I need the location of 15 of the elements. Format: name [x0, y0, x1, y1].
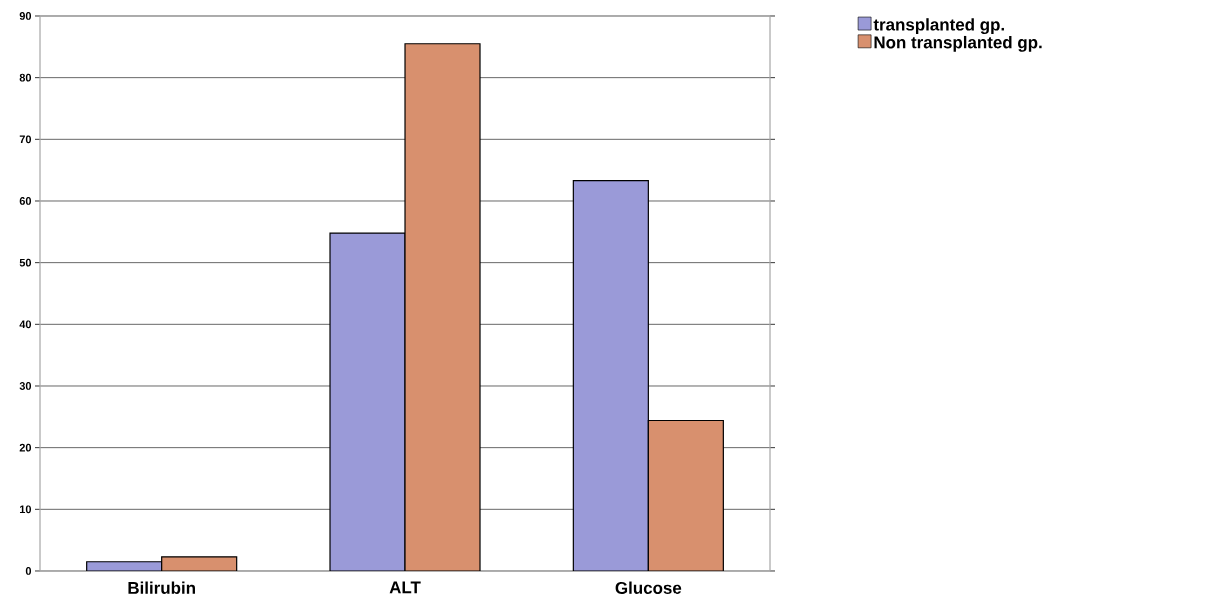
x-tick-label: Glucose — [615, 581, 682, 594]
y-tick-label: 50 — [19, 258, 32, 267]
y-tick-label: 10 — [19, 505, 32, 514]
y-tick-label: 90 — [19, 12, 32, 20]
y-tick-label: 40 — [19, 320, 32, 329]
y-tick-label: 20 — [19, 443, 32, 452]
x-tick-label: Bilirubin — [128, 581, 195, 594]
y-tick-label: 30 — [19, 382, 32, 390]
y-tick-label: 80 — [19, 73, 32, 82]
x-tick-label: ALT — [389, 581, 421, 594]
y-tick-label: 60 — [19, 197, 32, 205]
legend-label: Non transplanted gp. — [874, 35, 1042, 52]
y-tick-label: 0 — [25, 567, 32, 575]
legend-label: transplanted gp. — [873, 18, 1004, 35]
y-tick-label: 70 — [19, 135, 32, 144]
